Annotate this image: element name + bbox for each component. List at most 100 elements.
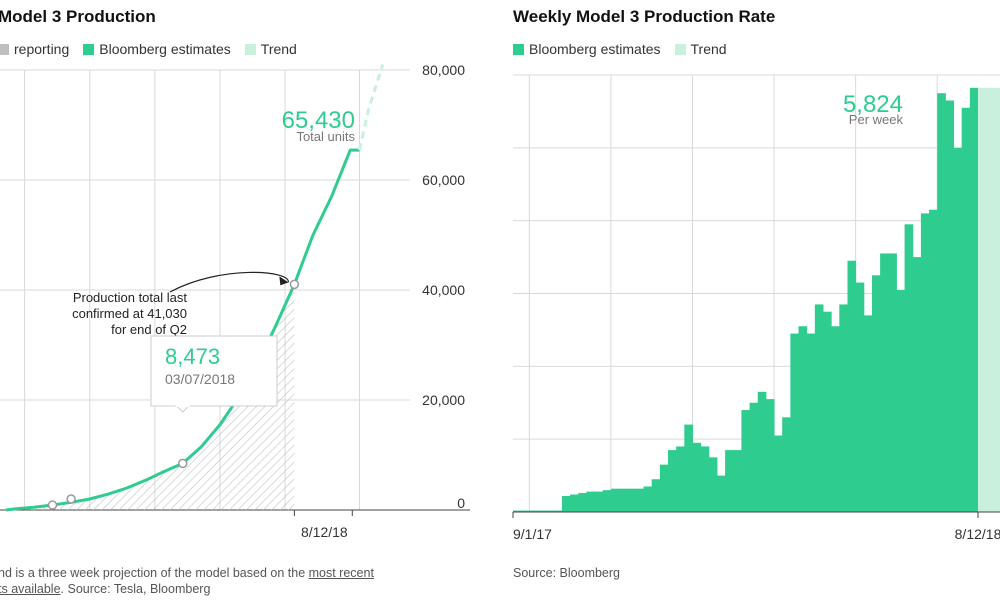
annotation-text-line: Production total last: [73, 290, 188, 305]
weekly-rate-bar: [880, 253, 889, 513]
weekly-rate-bar: [823, 311, 832, 512]
weekly-rate-bar: [953, 147, 963, 512]
weekly-rate-bar: [537, 510, 547, 512]
peak-rate-value: 5,824: [843, 91, 903, 118]
left-chart-title: Model 3 Production: [0, 7, 156, 26]
weekly-rate-bar: [871, 275, 881, 512]
weekly-rate-bar: [668, 450, 677, 512]
data-point-marker: [289, 279, 300, 290]
weekly-rate-bar: [586, 491, 596, 512]
weekly-rate-bar: [757, 391, 767, 512]
legend-item: Bloomberg estimates: [513, 41, 661, 57]
weekly-rate-bar: [733, 450, 742, 512]
total-units-value: 65,430: [282, 107, 355, 134]
legend-item: Bloomberg estimates: [83, 41, 231, 57]
weekly-rate-bar: [798, 326, 808, 512]
annotation-arrow: [169, 271, 289, 293]
weekly-rate-bar: [635, 488, 645, 512]
weekly-rate-bar: [725, 450, 734, 512]
weekly-rate-bar: [749, 402, 759, 512]
weekly-rate-bar: [651, 479, 661, 512]
left-footnote: nd is a three week projection of the mod…: [0, 565, 374, 597]
peak-rate-label: Per week: [849, 112, 904, 127]
weekly-rate-bar: [700, 446, 710, 512]
tooltip-value: 8,473: [165, 344, 220, 369]
confirmed-production-area: [6, 284, 295, 510]
weekly-rate-bar: [945, 100, 955, 512]
tooltip-box: [150, 335, 278, 407]
data-point-marker: [47, 500, 58, 510]
x-tick-label: 8/12/18: [955, 526, 1000, 542]
weekly-rate-bar: [831, 326, 840, 512]
legend-swatch: [244, 43, 256, 55]
x-tick-label: 8/12/18: [301, 524, 348, 540]
weekly-rate-bar: [888, 253, 897, 513]
annotation-text-line: for end of Q2: [111, 322, 187, 337]
weekly-rate-bar: [782, 417, 791, 512]
weekly-rate-bar: [553, 510, 563, 512]
tooltip-date: 03/07/2018: [165, 371, 235, 387]
legend-label: Bloomberg estimates: [529, 41, 661, 57]
footnote-source: . Source: Tesla, Bloomberg: [60, 582, 211, 596]
weekly-rate-bar: [627, 488, 636, 512]
weekly-rate-bar: [594, 491, 604, 512]
weekly-rate-bar: [521, 510, 530, 512]
legend-item: Trend: [244, 41, 297, 57]
weekly-rate-bar: [961, 107, 971, 513]
legend-label: reporting: [14, 41, 70, 57]
weekly-rate-bar: [765, 399, 775, 512]
weekly-rate-bar: [855, 282, 865, 512]
y-tick-label: 80,000: [422, 62, 465, 78]
weekly-rate-bar: [969, 87, 979, 512]
footnote-text: nd is a three week projection of the mod…: [0, 566, 309, 580]
right-footnote: Source: Bloomberg: [513, 566, 621, 580]
x-tick-label: 9/1/17: [513, 526, 552, 542]
weekly-rate-bar: [545, 510, 555, 512]
weekly-rate-bar: [839, 304, 848, 512]
weekly-rate-bar: [790, 333, 800, 512]
weekly-rate-bar: [806, 333, 816, 512]
legend-item: Trend: [674, 41, 727, 57]
total-units-label: Total units: [296, 129, 355, 144]
weekly-rate-bar: [708, 457, 718, 512]
tooltip-pointer-cover: [175, 404, 190, 407]
weekly-rate-bar: [570, 494, 579, 512]
right-chart-panel: Weekly Model 3 Production Rate Bloomberg…: [478, 0, 1000, 600]
weekly-rate-bar: [716, 475, 726, 512]
weekly-rate-bar: [561, 495, 571, 512]
weekly-rate-bar: [692, 442, 702, 512]
weekly-rate-bar: [578, 493, 587, 512]
footnote-link-most-recent[interactable]: most recent: [308, 566, 374, 580]
y-tick-label: 60,000: [422, 172, 465, 188]
weekly-rate-bar: [684, 424, 693, 512]
legend-label: Bloomberg estimates: [99, 41, 231, 57]
weekly-rate-bar: [529, 510, 538, 512]
weekly-rate-bar: [659, 464, 669, 512]
weekly-rate-bar: [513, 510, 522, 512]
weekly-rate-bar: [912, 257, 922, 512]
weekly-rate-bar: [676, 446, 685, 512]
legend-label: Trend: [260, 41, 297, 57]
y-tick-label: 20,000: [422, 392, 465, 408]
legend-swatch: [0, 43, 9, 55]
weekly-rate-bar: [814, 304, 824, 512]
left-legend: reporting Bloomberg estimates Trend: [0, 41, 311, 58]
weekly-rate-bar: [619, 488, 628, 512]
right-legend: Bloomberg estimates Trend: [513, 41, 741, 58]
weekly-rate-bar: [937, 93, 946, 513]
weekly-rate-bar: [863, 315, 873, 512]
data-point-marker: [177, 458, 188, 469]
weekly-rate-bar: [847, 260, 857, 512]
weekly-rate-bar: [904, 224, 914, 512]
footnote-link-available[interactable]: ts available: [0, 582, 61, 596]
legend-swatch: [513, 43, 524, 55]
trend-bar: [986, 93, 1000, 513]
legend-swatch: [83, 43, 95, 55]
weekly-rate-bar: [774, 435, 783, 512]
right-chart-title: Weekly Model 3 Production Rate: [513, 7, 776, 26]
tooltip-pointer: [176, 405, 190, 413]
left-chart-panel: Model 3 Production reporting Bloomberg es…: [0, 0, 478, 600]
weekly-rate-bar: [929, 209, 938, 512]
weekly-rate-bar: [896, 289, 906, 512]
